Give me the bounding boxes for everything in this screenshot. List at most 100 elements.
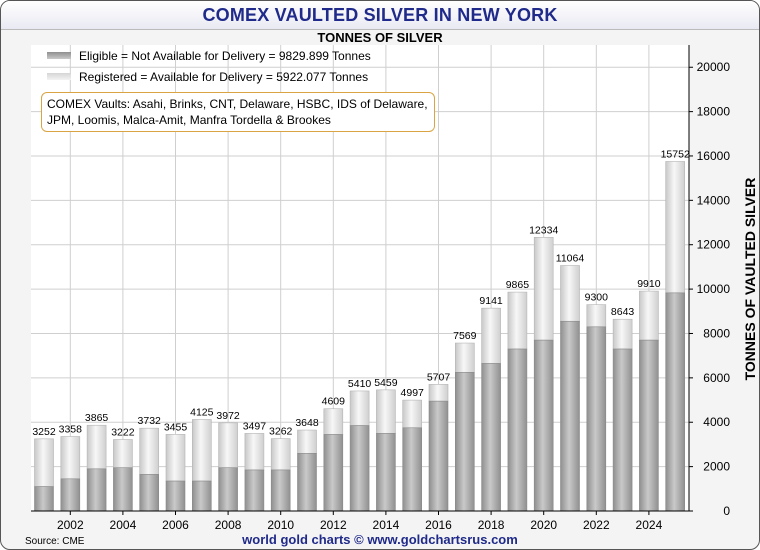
bar-eligible-2010: [270, 469, 291, 512]
bar-value-label-2002: 3358: [59, 423, 83, 435]
bar-eligible-2012: [323, 434, 344, 512]
bar-eligible-2014: [376, 433, 396, 512]
x-tick-label: 2022: [583, 518, 610, 532]
y-tick-label: 0: [723, 504, 730, 518]
y-tick-label: 2000: [703, 460, 730, 474]
bar-value-label-2019: 9865: [506, 279, 530, 291]
y-tick-label: 8000: [703, 326, 730, 340]
x-tick-label: 2016: [425, 518, 452, 532]
bar-eligible-2019: [507, 348, 528, 512]
legend-swatch-eligible: [47, 52, 71, 59]
bar-eligible-2007: [192, 480, 212, 512]
bar-eligible-2024: [639, 339, 659, 512]
x-tick-label: 2014: [373, 518, 400, 532]
bar-value-label-2013: 5410: [348, 378, 372, 390]
vaults-annotation: COMEX Vaults: Asahi, Brinks, CNT, Delawa…: [41, 92, 435, 132]
bar-registered-2010: [270, 438, 291, 471]
bar-eligible-2017: [454, 372, 475, 512]
bar-registered-2023: [612, 318, 633, 350]
bar-value-label-2006: 3455: [164, 421, 188, 433]
bar-eligible-2020: [533, 339, 554, 512]
x-tick-label: 2008: [215, 518, 242, 532]
x-tick-label: 2004: [110, 518, 137, 532]
bar-value-label-2012: 4609: [322, 396, 346, 408]
bar-registered-2009: [244, 433, 265, 471]
bar-registered-2002: [60, 436, 81, 480]
bar-registered-2022: [586, 304, 607, 328]
chart-title: COMEX VAULTED SILVER IN NEW YORK: [202, 5, 558, 25]
bar-eligible-2009: [244, 469, 265, 512]
bar-eligible-2011: [297, 453, 317, 512]
legend-swatch-registered: [47, 73, 71, 80]
bar-value-label-2004: 3222: [111, 427, 135, 439]
bar-value-label-2024: 9910: [637, 278, 661, 290]
bar-value-label-2018: 9141: [479, 295, 503, 307]
bar-registered-2015: [402, 399, 423, 429]
credit-line: world gold charts © www.goldchartsrus.co…: [242, 532, 518, 547]
bar-registered-2017: [454, 342, 475, 373]
bar-value-label-2025: 15752: [661, 148, 690, 160]
title-bar: [1, 1, 759, 30]
bar-value-label-2009: 3497: [243, 420, 267, 432]
bar-eligible-2004: [113, 467, 133, 512]
bar-registered-2004: [113, 439, 133, 469]
bar-registered-2025: [665, 161, 686, 294]
bar-registered-2008: [218, 422, 238, 469]
x-tick-label: 2018: [478, 518, 505, 532]
bar-value-label-2023: 8643: [611, 306, 635, 318]
bar-registered-2020: [533, 237, 554, 341]
bar-eligible-2005: [139, 474, 159, 512]
bar-eligible-2006: [165, 480, 186, 512]
y-tick-label: 4000: [703, 415, 730, 429]
bar-registered-2005: [139, 427, 159, 475]
bar-value-label-2021: 11064: [556, 252, 585, 264]
x-tick-label: 2006: [162, 518, 189, 532]
y-tick-label: 16000: [697, 149, 731, 163]
bar-registered-2003: [86, 424, 107, 470]
x-tick-label: 2002: [57, 518, 84, 532]
bar-registered-2007: [192, 419, 212, 482]
bar-registered-2014: [376, 389, 396, 434]
x-tick-label: 2012: [320, 518, 347, 532]
legend: Eligible = Not Available for Delivery = …: [47, 45, 371, 87]
bar-registered-2024: [639, 290, 659, 341]
bar-registered-2019: [507, 291, 528, 350]
bar-eligible-2025: [665, 292, 686, 512]
bar-value-label-2005: 3732: [138, 415, 162, 427]
y-tick-label: 12000: [697, 238, 731, 252]
bar-value-label-2008: 3972: [216, 410, 240, 422]
bar-value-label-2020: 12334: [529, 224, 558, 236]
bar-value-label-2010: 3262: [269, 426, 293, 438]
bar-eligible-2003: [86, 468, 107, 512]
y-tick-label: 10000: [697, 282, 731, 296]
y-tick-label: 20000: [697, 60, 731, 74]
bar-registered-2016: [428, 384, 449, 402]
bar-value-label-2022: 9300: [585, 292, 609, 304]
bar-eligible-2013: [349, 425, 370, 512]
legend-item-registered: Registered = Available for Delivery = 59…: [47, 66, 371, 87]
bar-eligible-2008: [218, 467, 238, 512]
y-tick-label: 18000: [697, 105, 731, 119]
bar-eligible-2018: [481, 363, 501, 512]
bar-registered-2012: [323, 408, 344, 435]
y-axis-label: TONNES OF VAULTED SILVER: [742, 177, 758, 381]
legend-label-registered: Registered = Available for Delivery = 59…: [79, 69, 369, 84]
bar-registered-2001: [34, 438, 54, 487]
bar-value-label-2011: 3648: [295, 417, 319, 429]
bar-eligible-2021: [560, 320, 580, 512]
bar-eligible-2022: [586, 326, 607, 512]
legend-item-eligible: Eligible = Not Available for Delivery = …: [47, 45, 371, 66]
bar-eligible-2015: [402, 427, 423, 512]
legend-label-eligible: Eligible = Not Available for Delivery = …: [79, 48, 371, 63]
bar-registered-2018: [481, 307, 501, 364]
x-tick-label: 2020: [530, 518, 557, 532]
bar-value-label-2016: 5707: [427, 371, 451, 383]
bar-eligible-2016: [428, 400, 449, 512]
y-tick-label: 6000: [703, 371, 730, 385]
bar-value-label-2014: 5459: [374, 377, 398, 389]
bar-registered-2011: [297, 429, 317, 454]
bar-registered-2013: [349, 390, 370, 426]
bar-value-label-2015: 4997: [401, 387, 425, 399]
y-tick-label: 14000: [697, 193, 731, 207]
